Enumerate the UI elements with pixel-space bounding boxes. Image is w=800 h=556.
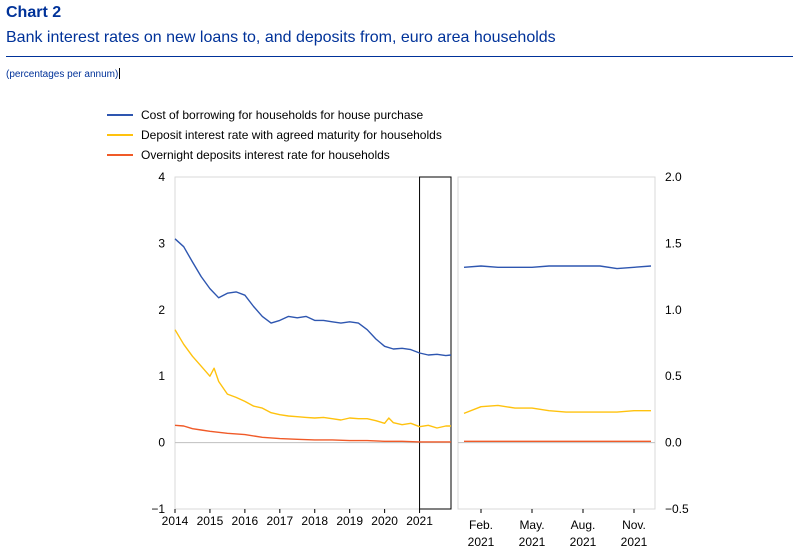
- right-y-tick-label: 0.5: [665, 369, 682, 383]
- right-panel-frame: [457, 176, 656, 510]
- legend-label-overnight: Overnight deposits interest rate for hou…: [141, 148, 390, 162]
- legend-item: Overnight deposits interest rate for hou…: [107, 145, 442, 165]
- right-x-tick-label: Aug.: [571, 518, 596, 532]
- left-y-tick-label: 1: [158, 369, 165, 383]
- highlight-box-2021: [419, 176, 452, 510]
- right-y-tick-label: 1.5: [665, 236, 682, 250]
- left-y-tick-label: −1: [151, 502, 165, 516]
- left-x-tick-label: 2018: [301, 514, 328, 528]
- left-y-tick-label: 3: [158, 236, 165, 250]
- left-x-tick-label: 2016: [232, 514, 259, 528]
- right-x-tick-label: 2021: [570, 535, 597, 549]
- right-y-tick-label: 0.0: [665, 436, 682, 450]
- right-y-tick-label: 1.0: [665, 303, 682, 317]
- left-x-tick-label: 2015: [197, 514, 224, 528]
- left-series-line-0: [174, 238, 452, 357]
- left-x-tick-label: 2019: [336, 514, 363, 528]
- legend-item: Cost of borrowing for households for hou…: [107, 105, 442, 125]
- right-x-tick-label: Nov.: [622, 518, 646, 532]
- legend-swatch-agreed-maturity: [107, 134, 133, 136]
- left-x-tick-label: 2020: [371, 514, 398, 528]
- left-series-line-2: [174, 424, 451, 443]
- legend-swatch-borrowing: [107, 114, 133, 116]
- right-x-tick-label: May.: [519, 518, 544, 532]
- right-y-tick-label: 2.0: [665, 170, 682, 184]
- right-x-tick-label: 2021: [621, 535, 648, 549]
- left-x-tick-label: 2021: [406, 514, 433, 528]
- right-x-tick-label: 2021: [468, 535, 495, 549]
- chart-number: Chart 2: [6, 4, 62, 21]
- right-series-line-1: [463, 404, 651, 415]
- left-x-tick-label: 2017: [266, 514, 293, 528]
- right-y-tick-label: −0.5: [665, 502, 689, 516]
- legend-swatch-overnight: [107, 154, 133, 156]
- legend-item: Deposit interest rate with agreed maturi…: [107, 125, 442, 145]
- chart-legend: Cost of borrowing for households for hou…: [107, 105, 442, 165]
- legend-label-borrowing: Cost of borrowing for households for hou…: [141, 108, 424, 122]
- chart-title: Bank interest rates on new loans to, and…: [6, 29, 556, 46]
- left-y-tick-label: 0: [158, 436, 165, 450]
- title-rule: [6, 56, 793, 57]
- right-x-tick-label: Feb.: [469, 518, 493, 532]
- left-y-tick-label: 2: [158, 303, 165, 317]
- legend-label-agreed-maturity: Deposit interest rate with agreed maturi…: [141, 128, 442, 142]
- right-series-line-0: [463, 265, 652, 270]
- left-y-tick-label: 4: [158, 170, 165, 184]
- right-x-tick-label: 2021: [519, 535, 546, 549]
- left-series-line-1: [174, 329, 451, 429]
- left-x-tick-label: 2014: [162, 514, 189, 528]
- unit-note: (percentages per annum): [6, 69, 119, 80]
- left-panel-frame: [174, 176, 452, 510]
